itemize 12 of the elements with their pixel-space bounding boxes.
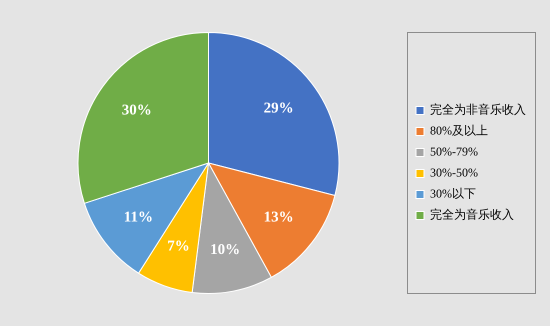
data-label: 29%	[264, 100, 294, 116]
data-label: 7%	[167, 238, 190, 254]
legend-label: 30%-50%	[430, 166, 478, 180]
legend-label: 30%以下	[430, 186, 476, 201]
data-label: 10%	[210, 242, 240, 258]
legend-label: 80%及以上	[430, 124, 488, 138]
data-label: 13%	[264, 209, 294, 226]
data-label: 11%	[124, 209, 153, 226]
data-label: 30%	[122, 102, 152, 119]
legend-label: 50%-79%	[430, 144, 478, 159]
legend-label: 完全为非音乐收入	[430, 102, 526, 117]
legend-label: 完全为音乐收入	[430, 208, 514, 222]
